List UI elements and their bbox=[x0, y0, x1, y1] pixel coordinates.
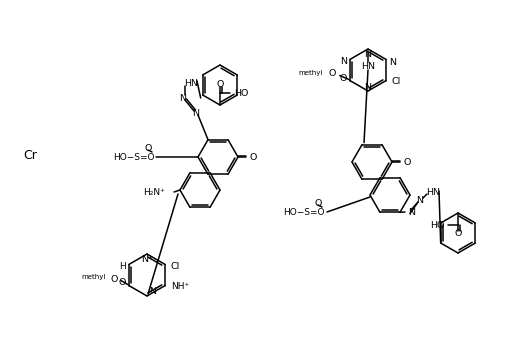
Text: N: N bbox=[340, 57, 347, 66]
Text: O: O bbox=[249, 152, 256, 161]
Text: HO: HO bbox=[234, 89, 248, 97]
Text: N: N bbox=[149, 287, 156, 297]
Text: N: N bbox=[193, 109, 199, 117]
Text: H: H bbox=[119, 262, 126, 271]
Text: N: N bbox=[179, 94, 187, 102]
Text: O: O bbox=[144, 144, 151, 152]
Text: Cr: Cr bbox=[23, 149, 37, 161]
Text: N: N bbox=[417, 196, 423, 205]
Text: O: O bbox=[454, 230, 462, 238]
Text: NH⁺: NH⁺ bbox=[171, 282, 189, 291]
Text: O: O bbox=[328, 69, 336, 78]
Text: O: O bbox=[118, 278, 126, 287]
Text: O: O bbox=[315, 198, 322, 207]
Text: N: N bbox=[389, 58, 396, 67]
Text: O: O bbox=[403, 157, 410, 166]
Text: O: O bbox=[339, 74, 347, 83]
Text: O: O bbox=[110, 275, 117, 284]
Text: HO: HO bbox=[430, 221, 444, 230]
Text: Cl: Cl bbox=[391, 77, 400, 86]
Text: N⁺: N⁺ bbox=[141, 256, 153, 265]
Text: N: N bbox=[365, 50, 371, 59]
Text: HO−S=O: HO−S=O bbox=[114, 152, 155, 161]
Text: HN: HN bbox=[361, 61, 375, 70]
Text: Cl: Cl bbox=[170, 262, 179, 271]
Text: HN: HN bbox=[426, 187, 440, 196]
Text: H₂N⁺: H₂N⁺ bbox=[143, 187, 165, 196]
Text: N: N bbox=[365, 82, 371, 91]
Text: methyl: methyl bbox=[82, 275, 106, 281]
Text: HN: HN bbox=[184, 79, 198, 87]
Text: N: N bbox=[408, 207, 415, 216]
Text: O: O bbox=[216, 80, 224, 89]
Text: HO−S=O: HO−S=O bbox=[284, 207, 325, 216]
Text: methyl: methyl bbox=[298, 70, 323, 75]
